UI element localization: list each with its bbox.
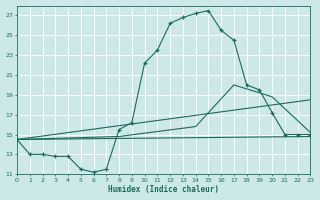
X-axis label: Humidex (Indice chaleur): Humidex (Indice chaleur) [108, 185, 219, 194]
